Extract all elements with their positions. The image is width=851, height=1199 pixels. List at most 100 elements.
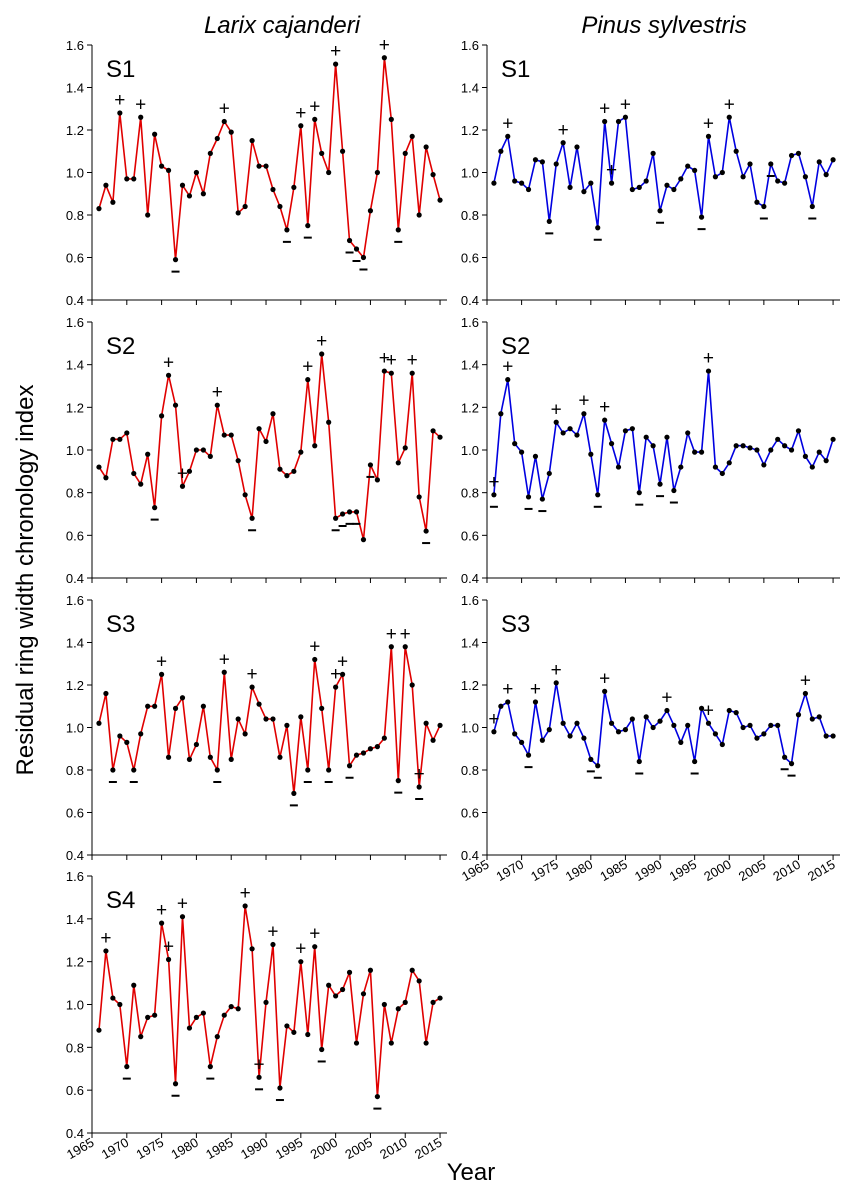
y-tick-label: 0.6	[461, 251, 479, 266]
x-tick-label: 2015	[412, 1135, 445, 1162]
data-point	[277, 466, 283, 472]
data-point	[346, 509, 353, 515]
data-point	[671, 487, 677, 494]
plus-marker: +	[156, 651, 167, 672]
data-point	[200, 447, 206, 453]
data-point	[381, 368, 387, 374]
data-point	[671, 722, 677, 728]
data-point	[193, 1014, 200, 1020]
data-point	[768, 161, 774, 167]
data-point	[574, 432, 580, 438]
data-point	[553, 161, 559, 167]
data-point	[643, 714, 649, 720]
x-tick-label: 1990	[632, 857, 665, 884]
data-point	[326, 767, 332, 773]
data-point	[367, 967, 374, 973]
data-point	[353, 246, 360, 252]
data-point	[277, 754, 283, 760]
data-point	[131, 470, 137, 477]
y-tick-label: 1.6	[461, 593, 479, 608]
data-point	[823, 733, 829, 739]
data-point	[138, 1034, 144, 1040]
data-point	[228, 432, 234, 438]
x-tick-label: 2005	[736, 857, 769, 884]
data-point	[186, 193, 193, 199]
data-point	[277, 1085, 283, 1091]
data-point	[242, 903, 248, 909]
data-point	[96, 720, 102, 726]
data-point	[629, 426, 635, 432]
plus-marker: +	[551, 660, 562, 681]
data-point	[270, 411, 276, 417]
data-point	[816, 714, 822, 720]
data-point	[747, 445, 753, 451]
data-point	[145, 703, 151, 709]
data-point	[207, 150, 213, 156]
data-point	[374, 169, 380, 176]
data-point	[339, 671, 346, 677]
data-point	[423, 144, 429, 150]
data-point	[602, 688, 608, 694]
y-tick-label: 1.2	[461, 123, 479, 138]
x-tick-label: 2000	[308, 1135, 341, 1162]
data-point	[788, 447, 795, 453]
data-point	[159, 920, 165, 926]
data-point	[256, 1074, 262, 1080]
plus-marker: +	[488, 472, 499, 493]
data-point	[740, 443, 746, 449]
data-point	[698, 705, 705, 711]
data-point	[567, 733, 573, 739]
data-point	[124, 430, 130, 436]
data-point	[353, 509, 360, 515]
series-line-S1	[493, 115, 834, 228]
data-point	[505, 377, 511, 383]
x-tick-label: 1985	[597, 857, 630, 884]
data-point	[305, 767, 311, 773]
data-point	[145, 212, 151, 218]
data-point	[505, 133, 511, 139]
data-point	[754, 199, 760, 205]
data-point	[131, 767, 137, 773]
data-point	[712, 731, 719, 737]
panel-label: S2	[501, 333, 530, 360]
data-point	[560, 720, 566, 726]
data-point	[546, 727, 552, 733]
plus-marker: +	[703, 348, 714, 369]
plus-marker: +	[703, 700, 714, 721]
data-point	[830, 733, 836, 739]
data-point	[138, 731, 144, 737]
data-point	[152, 703, 158, 709]
plus-marker: +	[295, 103, 306, 124]
data-point	[110, 995, 116, 1001]
x-tick-label: 2010	[377, 1135, 410, 1162]
data-point	[326, 982, 332, 988]
data-point	[235, 716, 241, 722]
data-point	[719, 169, 725, 176]
data-point	[705, 133, 712, 139]
data-point	[546, 470, 552, 477]
data-point	[629, 186, 635, 193]
data-point	[650, 443, 656, 449]
data-point	[498, 148, 504, 154]
data-point	[333, 515, 339, 521]
chart-panel-4: 0.4 0.6 0.8 1.0 1.2 1.4 1.6 S1 + + + + + + +	[461, 38, 840, 308]
data-point	[409, 370, 415, 376]
x-tick-label: 1980	[168, 1135, 201, 1162]
data-point	[588, 756, 594, 762]
x-tick-label: 1970	[99, 1135, 132, 1162]
data-point	[263, 999, 269, 1005]
data-point	[795, 712, 802, 718]
y-tick-label: 1.2	[66, 678, 84, 693]
data-point	[249, 684, 255, 690]
y-tick-label: 1.4	[66, 358, 84, 373]
data-point	[138, 481, 144, 487]
y-tick-label: 0.6	[66, 528, 84, 543]
x-axis-title: Year	[447, 1159, 496, 1186]
y-tick-label: 1.0	[461, 443, 479, 458]
data-point	[270, 716, 276, 722]
plus-marker: +	[177, 894, 188, 915]
data-point	[615, 464, 622, 470]
panel-label: S2	[106, 333, 135, 360]
